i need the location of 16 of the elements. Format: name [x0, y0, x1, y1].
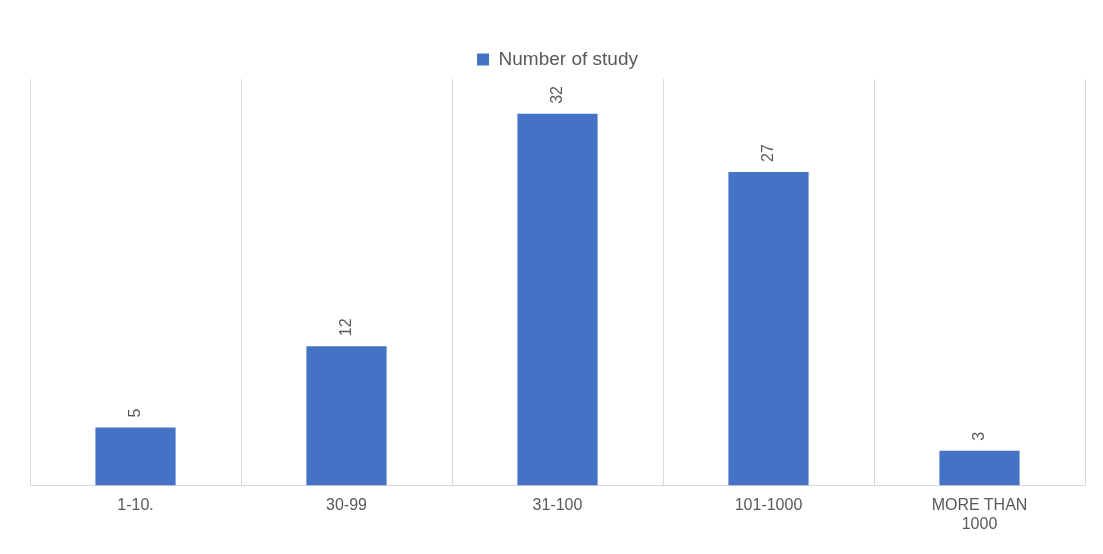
legend-label: Number of study [498, 47, 639, 69]
data-label: 32 [547, 85, 565, 104]
bar [939, 450, 1020, 486]
data-label: 12 [336, 318, 354, 337]
x-tick-label: MORE THAN 1000 [931, 495, 1028, 532]
data-label: 3 [969, 431, 987, 441]
x-tick-label: 1-10. [117, 495, 154, 513]
bar [517, 113, 598, 486]
data-label: 5 [125, 408, 143, 418]
bar [95, 427, 176, 486]
bar [306, 346, 387, 486]
bar [728, 171, 809, 486]
data-label: 27 [758, 144, 776, 162]
x-tick-label: 31-100 [532, 495, 583, 513]
x-tick-label: 101-1000 [734, 495, 803, 513]
x-tick-label: 30-99 [326, 495, 368, 513]
